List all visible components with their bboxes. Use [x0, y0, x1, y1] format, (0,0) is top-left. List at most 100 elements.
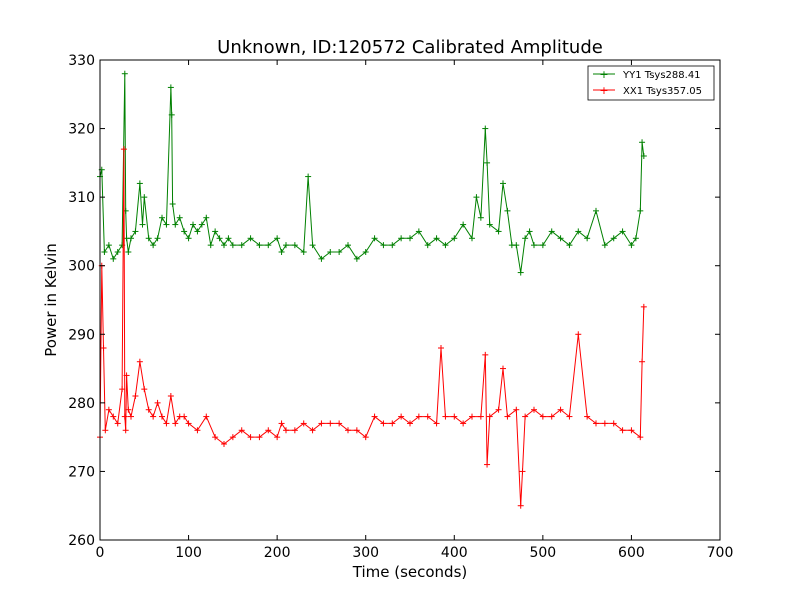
data-point-xx1	[438, 345, 444, 351]
data-point-xx1	[380, 420, 387, 427]
data-point-xx1	[159, 413, 165, 420]
y-axis-label: Power in Kelvin	[42, 243, 60, 357]
data-point-xx1	[601, 420, 608, 427]
data-point-xx1	[469, 413, 475, 420]
data-point-yy1	[121, 70, 128, 77]
data-point-yy1	[207, 242, 214, 249]
data-point-yy1	[141, 194, 148, 201]
data-point-xx1	[120, 146, 127, 153]
data-point-xx1	[415, 413, 422, 420]
x-tick-label: 700	[707, 545, 734, 561]
data-point-xx1	[185, 420, 192, 427]
data-point-yy1	[495, 228, 502, 235]
data-point-xx1	[517, 502, 524, 509]
data-point-yy1	[221, 242, 227, 249]
data-point-yy1	[169, 201, 176, 207]
data-point-yy1	[539, 242, 546, 249]
data-point-yy1	[424, 242, 431, 249]
data-point-yy1	[238, 242, 245, 249]
data-point-xx1	[114, 420, 121, 427]
data-point-yy1	[522, 235, 529, 242]
data-point-xx1	[484, 461, 491, 468]
legend: + YY1 Tsys288.41 + XX1 Tsys357.05	[587, 65, 715, 101]
data-point-yy1	[172, 221, 179, 228]
data-point-yy1	[318, 255, 325, 262]
data-point-xx1	[442, 413, 449, 420]
data-point-yy1	[247, 235, 254, 242]
data-point-yy1	[265, 242, 272, 249]
data-point-xx1	[181, 413, 188, 420]
data-point-xx1	[221, 441, 227, 447]
data-point-yy1	[610, 235, 617, 242]
data-point-xx1	[145, 406, 152, 413]
data-point-yy1	[105, 242, 112, 249]
data-point-yy1	[110, 255, 117, 262]
x-tick-label: 500	[529, 545, 556, 561]
data-point-yy1	[593, 207, 599, 214]
data-point-yy1	[484, 159, 491, 166]
data-point-xx1	[610, 420, 617, 427]
data-point-yy1	[637, 207, 644, 214]
data-point-xx1	[172, 420, 179, 427]
y-tick-label: 310	[68, 190, 95, 206]
data-point-yy1	[353, 255, 360, 262]
data-point-xx1	[566, 413, 573, 420]
data-point-yy1	[136, 180, 143, 187]
data-point-yy1	[190, 221, 196, 228]
data-point-yy1	[309, 242, 316, 249]
data-point-yy1	[229, 242, 236, 249]
data-point-yy1	[150, 242, 157, 249]
data-point-yy1	[274, 235, 281, 242]
data-point-xx1	[531, 406, 537, 413]
x-tick-label: 300	[352, 545, 379, 561]
data-point-yy1	[145, 235, 152, 242]
y-tick-label: 290	[68, 327, 95, 343]
data-point-xx1	[593, 420, 599, 427]
data-point-xx1	[238, 427, 245, 434]
data-point-yy1	[181, 228, 188, 235]
data-point-yy1	[628, 242, 635, 249]
x-tick-label: 400	[441, 545, 468, 561]
data-point-yy1	[407, 235, 413, 242]
data-point-xx1	[283, 427, 289, 434]
data-point-yy1	[194, 228, 201, 235]
data-point-xx1	[167, 393, 174, 399]
x-tick-label: 200	[264, 545, 291, 561]
data-point-yy1	[167, 84, 174, 91]
data-point-yy1	[584, 235, 591, 242]
data-point-xx1	[141, 386, 148, 393]
legend-marker-xx1: +	[599, 84, 608, 97]
data-point-xx1	[539, 413, 546, 420]
data-point-yy1	[132, 228, 139, 235]
data-point-xx1	[274, 434, 281, 441]
data-point-yy1	[212, 228, 219, 235]
ticks-layer: 0 100 200 300 400 500 600 700 260 270 280 290 300 310…	[68, 53, 733, 561]
data-point-xx1	[300, 420, 307, 427]
data-point-yy1	[513, 242, 520, 249]
data-point-yy1	[198, 221, 205, 228]
data-point-xx1	[345, 427, 351, 434]
data-point-yy1	[557, 235, 564, 242]
data-point-xx1	[154, 399, 161, 406]
data-point-xx1	[575, 331, 582, 338]
data-point-xx1	[522, 413, 529, 420]
data-point-xx1	[278, 420, 285, 427]
data-point-yy1	[415, 228, 422, 235]
data-point-xx1	[557, 406, 564, 413]
data-point-yy1	[451, 235, 458, 242]
data-point-xx1	[500, 365, 506, 372]
series-layer	[97, 70, 647, 509]
y-tick-label: 320	[68, 122, 95, 138]
y-tick-label: 330	[68, 53, 95, 69]
data-point-xx1	[265, 427, 272, 434]
data-point-xx1	[102, 427, 109, 434]
data-point-xx1	[584, 413, 591, 420]
data-point-yy1	[504, 207, 511, 214]
data-point-xx1	[362, 434, 369, 441]
x-tick-label: 100	[175, 545, 202, 561]
data-point-yy1	[632, 235, 639, 242]
data-point-yy1	[283, 242, 289, 249]
data-point-xx1	[194, 427, 201, 434]
data-point-xx1	[637, 434, 644, 441]
